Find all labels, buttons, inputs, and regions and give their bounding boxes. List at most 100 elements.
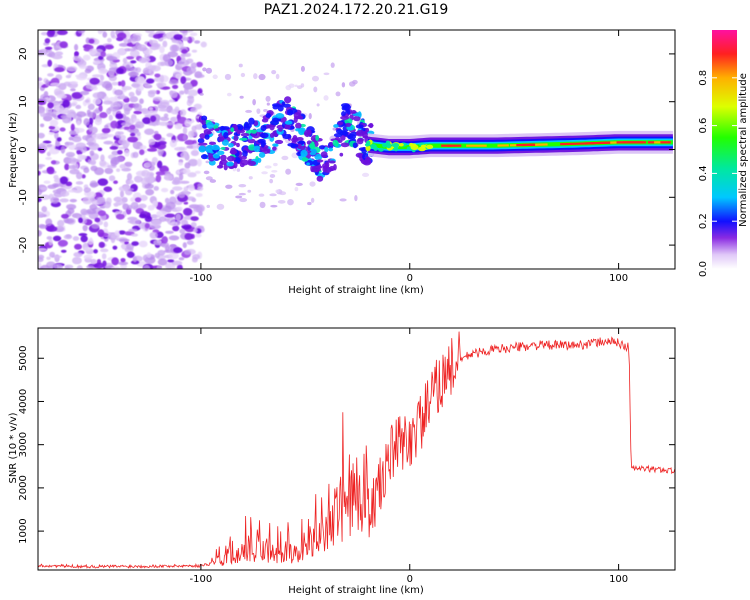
spectrogram-cell bbox=[269, 193, 277, 197]
spectrogram-cell bbox=[38, 187, 43, 196]
spectrogram-cell bbox=[270, 204, 278, 208]
spectrogram-cell bbox=[219, 159, 228, 165]
spectrogram-cell bbox=[139, 194, 148, 202]
spectrogram-cell bbox=[258, 73, 266, 81]
spectrogram-cell bbox=[89, 182, 99, 187]
spectrogram-cell bbox=[238, 63, 243, 68]
spectrogram-cell bbox=[261, 118, 269, 123]
spectrogram-cell bbox=[192, 228, 198, 233]
spectrogram-cell bbox=[47, 102, 54, 109]
spectrogram-cell bbox=[71, 91, 83, 99]
spectrogram-cell bbox=[133, 175, 143, 183]
spectrogram-cell bbox=[176, 264, 183, 269]
spectrogram-cell bbox=[259, 201, 266, 209]
spectrogram-cell bbox=[339, 152, 344, 157]
snr-x-tick-label: 0 bbox=[407, 574, 413, 585]
spectrogram-cell bbox=[63, 234, 73, 240]
spectrogram-cell bbox=[212, 74, 218, 80]
colorbar-label: Normalized spectral amplitude bbox=[738, 73, 749, 227]
spectrogram-cell bbox=[309, 181, 316, 187]
spectrogram-cell bbox=[181, 37, 190, 42]
spectrogram-cell bbox=[187, 158, 199, 167]
spectrogram-cell bbox=[156, 160, 163, 169]
spectrogram-cell bbox=[398, 142, 404, 147]
spectrogram-cell bbox=[287, 198, 294, 206]
spectrogram-cell bbox=[167, 259, 175, 263]
spectrogram-cell bbox=[306, 162, 310, 166]
spectrogram-cell bbox=[189, 32, 198, 37]
spectrogram-cell bbox=[284, 120, 293, 125]
spectrogram-cell bbox=[253, 145, 261, 153]
spectrogram-cell bbox=[368, 122, 374, 129]
spectrogram-cell bbox=[247, 138, 256, 144]
spectrogram-cell bbox=[51, 54, 63, 60]
spectrogram-cell bbox=[110, 120, 119, 129]
spectrogram-cell bbox=[83, 247, 92, 252]
spectrogram-cell bbox=[259, 132, 269, 139]
spectrogram-cell bbox=[182, 224, 192, 230]
spectrogram-cell bbox=[68, 157, 77, 165]
spectrogram-cell bbox=[131, 233, 139, 237]
spectrogram-cell bbox=[102, 100, 113, 105]
spectrogram-cell bbox=[108, 74, 117, 82]
spectrogram-cell bbox=[60, 145, 66, 154]
spectrogram-cell bbox=[294, 84, 298, 88]
spectrogram-cell bbox=[85, 65, 94, 72]
snr-x-label: Height of straight line (km) bbox=[288, 585, 424, 596]
spectrogram-cell bbox=[113, 156, 125, 163]
spectrogram-cell bbox=[324, 161, 330, 169]
spectrogram-cell bbox=[105, 133, 115, 138]
spectrogram-cell bbox=[147, 204, 155, 211]
spectrogram-cell bbox=[362, 130, 368, 138]
spectrogram-cell bbox=[364, 142, 370, 147]
spectrogram-y-tick-label: -10 bbox=[18, 189, 29, 205]
spectrogram-cell bbox=[46, 166, 55, 175]
spectrogram-cell bbox=[77, 154, 83, 161]
spectrogram-cell bbox=[217, 150, 225, 156]
spectrogram-cell bbox=[301, 157, 309, 162]
spectrogram-cell bbox=[386, 143, 392, 149]
spectrogram-cell bbox=[90, 159, 97, 165]
spectrogram-cell bbox=[123, 126, 130, 131]
spectrogram-cell bbox=[54, 131, 59, 140]
spectrogram-cell bbox=[382, 142, 387, 148]
spectrogram-cell bbox=[192, 253, 201, 260]
spectrogram-cell bbox=[82, 224, 88, 232]
spectrogram-cell bbox=[278, 127, 283, 132]
spectrogram-cell bbox=[189, 107, 198, 113]
spectrogram-cell bbox=[54, 51, 64, 56]
spectrogram-cell bbox=[46, 226, 58, 232]
spectrogram-cell bbox=[156, 210, 168, 216]
spectrogram-cell bbox=[184, 119, 192, 128]
spectrogram-cell bbox=[158, 216, 167, 222]
spectrogram-cell bbox=[198, 142, 208, 146]
spectrogram-cell bbox=[162, 54, 171, 62]
spectrogram-cell bbox=[47, 59, 53, 67]
spectrogram-cell bbox=[228, 142, 234, 148]
spectrogram-cell bbox=[354, 194, 358, 202]
spectrogram-cell bbox=[164, 197, 170, 204]
spectrogram-cell bbox=[160, 61, 168, 66]
spectrogram-cell bbox=[82, 54, 91, 61]
spectrogram-cell bbox=[109, 146, 119, 150]
spectrogram-cell bbox=[285, 84, 292, 91]
spectrogram-cell bbox=[202, 67, 207, 72]
spectrogram-cell bbox=[68, 165, 77, 170]
spectrogram-x-tick-label: 100 bbox=[609, 273, 628, 284]
spectrogram-cell bbox=[74, 43, 79, 51]
spectrogram-cell bbox=[97, 30, 104, 34]
spectrogram-cell bbox=[121, 85, 132, 91]
spectrogram-cell bbox=[194, 170, 201, 174]
spectrogram-cell bbox=[155, 90, 161, 95]
spectrogram-cell bbox=[44, 38, 51, 44]
spectrogram-cell bbox=[314, 153, 323, 160]
spectrogram-cell bbox=[122, 57, 128, 64]
spectrogram-cell bbox=[124, 149, 130, 157]
spectrogram-cell bbox=[178, 161, 183, 166]
spectrogram-cell bbox=[139, 98, 144, 105]
spectrogram-cell bbox=[92, 92, 103, 99]
spectrogram-cell bbox=[118, 138, 127, 145]
spectrogram-cell bbox=[182, 168, 191, 175]
spectrogram-cell bbox=[65, 74, 72, 79]
spectrogram-cell bbox=[248, 117, 255, 125]
